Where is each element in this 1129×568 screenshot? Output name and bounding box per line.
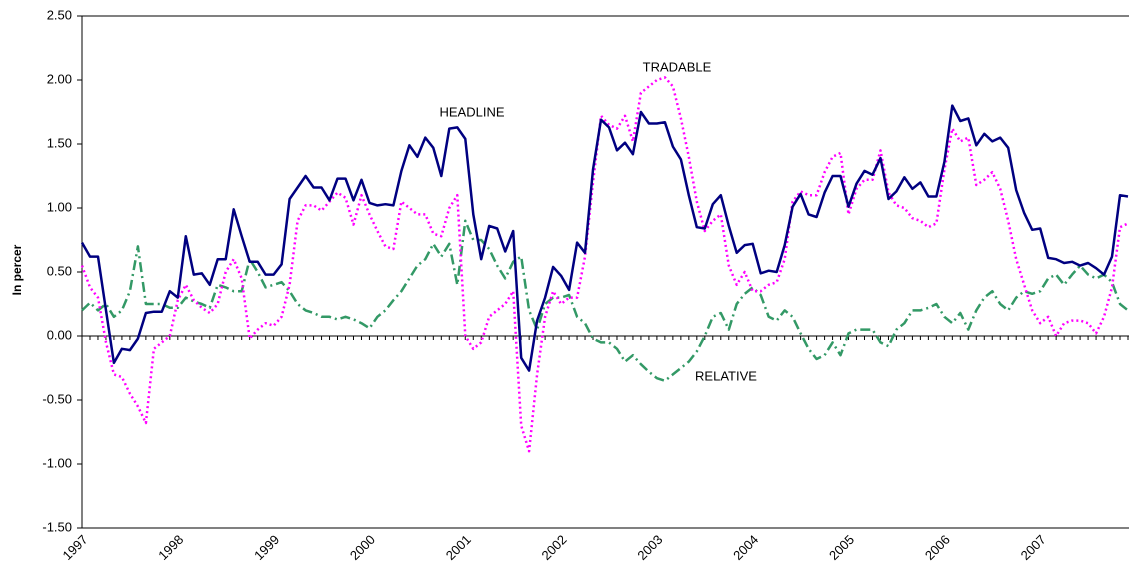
x-tick-label: 1997	[59, 532, 90, 563]
y-tick-label: 1.50	[47, 135, 72, 150]
y-tick-label: -1.50	[42, 519, 72, 534]
x-tick-label: 2000	[347, 532, 378, 563]
y-tick-label: -0.50	[42, 391, 72, 406]
y-tick-label: -1.00	[42, 455, 72, 470]
annotation: TRADABLE	[643, 59, 712, 74]
x-tick-label: 1999	[251, 532, 282, 563]
y-tick-label: 0.50	[47, 263, 72, 278]
x-tick-label: 2006	[922, 532, 953, 563]
series-line	[80, 76, 1129, 453]
annotation: RELATIVE	[695, 368, 757, 383]
x-tick-label: 1998	[155, 532, 186, 563]
x-tick-label: 2007	[1018, 532, 1049, 563]
x-tick-label: 2003	[634, 532, 665, 563]
series-line	[81, 219, 1129, 383]
y-tick-label: 0.00	[47, 327, 72, 342]
y-tick-label: 2.50	[47, 7, 72, 22]
x-tick-label: 2005	[826, 532, 857, 563]
x-tick-label: 2001	[443, 532, 474, 563]
y-axis-label: In percer	[10, 244, 24, 295]
x-tick-label: 2002	[539, 532, 570, 563]
x-tick-label: 2004	[730, 532, 761, 563]
annotation: HEADLINE	[439, 104, 504, 119]
y-tick-label: 2.00	[47, 71, 72, 86]
y-tick-label: 1.00	[47, 199, 72, 214]
series-line	[80, 104, 1129, 372]
